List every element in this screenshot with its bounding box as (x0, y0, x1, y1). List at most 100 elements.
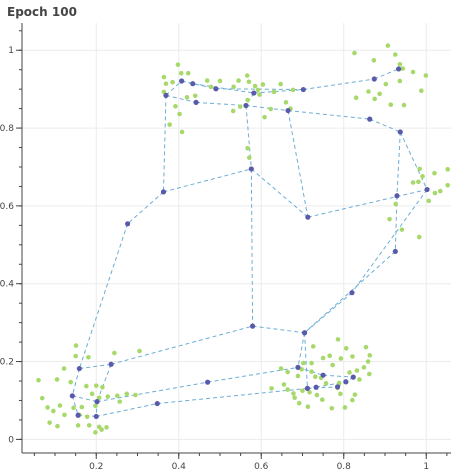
network-node (76, 365, 82, 372)
data-point (372, 96, 377, 102)
network-node (251, 90, 257, 96)
y-tick-label: 0 (8, 435, 14, 445)
data-point (73, 343, 79, 348)
data-point (397, 61, 403, 67)
data-point (312, 374, 318, 380)
data-point (336, 380, 342, 386)
data-point (299, 367, 304, 372)
data-point (252, 83, 258, 89)
data-point (301, 360, 306, 366)
network-node (193, 99, 199, 105)
data-point (262, 114, 267, 120)
network-edge (245, 105, 252, 169)
data-point (354, 368, 360, 373)
data-point (173, 103, 178, 109)
data-point (410, 69, 416, 75)
data-point (68, 379, 73, 385)
data-point (327, 353, 333, 359)
network-edge (207, 366, 299, 383)
data-point (167, 122, 172, 127)
network-node (249, 323, 256, 329)
grid-layer (22, 23, 451, 453)
network-edge (323, 374, 354, 378)
network-node (301, 330, 308, 336)
y-tick-label: 0.8 (0, 124, 14, 134)
data-point (361, 365, 367, 370)
network-node (190, 81, 196, 87)
data-point (245, 146, 250, 151)
data-point (51, 408, 56, 414)
data-point (45, 405, 50, 410)
data-point (366, 89, 371, 94)
data-point (416, 234, 422, 240)
y-tick-label: 0.4 (0, 280, 14, 290)
data-point (208, 84, 214, 90)
network-edge (374, 68, 399, 80)
data-point (307, 389, 312, 395)
network-edge (307, 386, 338, 389)
network-node (108, 361, 114, 367)
data-point (309, 369, 314, 374)
data-point (105, 394, 111, 399)
network-edge (72, 395, 98, 403)
network-node (75, 412, 81, 418)
data-point (112, 350, 117, 356)
network-node (295, 364, 301, 370)
data-point (437, 188, 443, 194)
network-node (424, 186, 430, 193)
network-edge (78, 223, 129, 369)
network-edge (162, 95, 167, 192)
data-point (61, 366, 67, 371)
data-point (335, 337, 341, 342)
data-point (383, 81, 389, 87)
network-edge (399, 131, 428, 190)
network-node (248, 166, 254, 172)
network-node (397, 129, 403, 135)
network-edge (71, 368, 80, 396)
data-point (397, 78, 403, 84)
data-point (290, 87, 296, 93)
data-point (163, 81, 169, 87)
data-point (300, 388, 305, 394)
data-point (320, 355, 326, 361)
network-edge (79, 363, 112, 370)
data-point (246, 79, 252, 85)
data-point (371, 58, 377, 63)
network-edge (163, 168, 252, 193)
y-tick-label: 0.6 (0, 202, 14, 212)
data-point (278, 81, 283, 87)
data-point (268, 106, 274, 112)
data-point (352, 392, 358, 397)
data-point (100, 384, 105, 390)
data-point (387, 216, 392, 222)
data-point (291, 391, 296, 396)
network-node (349, 290, 355, 296)
network-node (392, 248, 398, 255)
data-point (185, 70, 191, 76)
network-edge (303, 78, 375, 91)
data-point (367, 371, 372, 377)
data-point (310, 344, 316, 349)
network-edge (287, 110, 309, 218)
data-point (343, 346, 349, 351)
data-point (399, 227, 405, 232)
network-node (313, 384, 319, 390)
data-point (432, 190, 438, 196)
data-point (93, 383, 99, 388)
data-point (71, 405, 76, 411)
data-point (260, 82, 266, 87)
network-edge (157, 387, 308, 405)
data-point (342, 405, 348, 410)
data-point (410, 180, 416, 185)
data-point (84, 383, 89, 389)
data-point (432, 170, 437, 176)
network-node (160, 189, 167, 195)
data-point (320, 397, 325, 402)
data-point (292, 395, 297, 401)
network-node (213, 86, 219, 92)
data-point (244, 73, 250, 78)
network-edge (245, 105, 289, 112)
data-point (86, 423, 92, 428)
data-point (388, 102, 394, 108)
network-node (396, 66, 402, 72)
